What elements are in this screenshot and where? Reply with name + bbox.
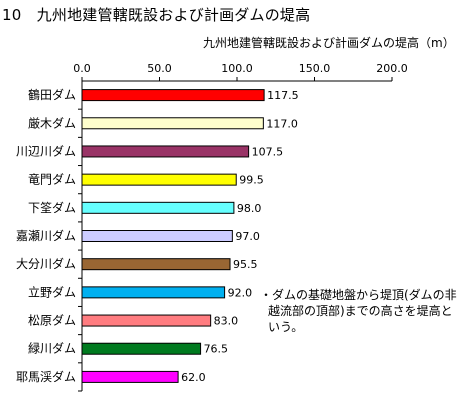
data-label: 98.0: [237, 202, 262, 215]
category-label: 厳木ダム: [28, 115, 76, 130]
category-label: 大分川ダム: [16, 256, 76, 271]
bar: [81, 145, 250, 158]
chart-annotation: ・ダムの基礎地盤から堤頂(ダムの非越流部の頂部)までの高さを堤高という。: [260, 288, 457, 334]
bar: [81, 342, 202, 355]
bar: [81, 370, 179, 383]
data-label: 99.5: [239, 174, 264, 187]
bar: [81, 314, 212, 327]
x-tick-label: 200.0: [376, 62, 408, 75]
category-label: 耶馬渓ダム: [16, 369, 76, 384]
page-title: 10 九州地建管轄既設および計画ダムの堤高: [2, 6, 311, 24]
category-label: 嘉瀬川ダム: [16, 228, 76, 243]
category-label: 鶴田ダム: [28, 87, 76, 102]
data-label: 97.0: [235, 230, 260, 243]
data-label: 95.5: [233, 258, 258, 271]
bar: [81, 173, 237, 186]
x-tick-label: 100.0: [221, 62, 253, 75]
category-label: 緑川ダム: [28, 341, 76, 356]
bar: [81, 230, 233, 242]
data-label: 107.5: [252, 145, 284, 158]
data-label: 76.5: [204, 343, 229, 356]
data-label: 92.0: [228, 286, 253, 299]
category-label: 川辺川ダム: [16, 143, 76, 158]
category-label: 立野ダム: [28, 284, 76, 299]
data-label: 83.0: [214, 315, 239, 328]
data-label: 117.0: [266, 117, 298, 130]
x-axis-title: 九州地建管轄既設および計画ダムの堤高（m）: [203, 36, 455, 50]
bar: [81, 89, 265, 102]
bar: [81, 258, 231, 271]
plot-area: 0.0 50.0 100.0 150.0 200.0 鶴田ダム 117.5 厳木ダム 117.0…: [16, 62, 408, 392]
x-tick-label: 150.0: [299, 62, 331, 75]
category-label: 竜門ダム: [28, 172, 76, 187]
category-label: 下筌ダム: [28, 200, 76, 215]
bar: [81, 117, 264, 130]
data-label: 117.5: [267, 89, 299, 102]
bar: [81, 201, 235, 214]
category-label: 松原ダム: [28, 313, 76, 328]
x-tick-label: 0.0: [73, 62, 91, 75]
data-label: 62.0: [181, 371, 206, 384]
bar: [81, 286, 226, 299]
x-tick-label: 50.0: [147, 62, 172, 75]
